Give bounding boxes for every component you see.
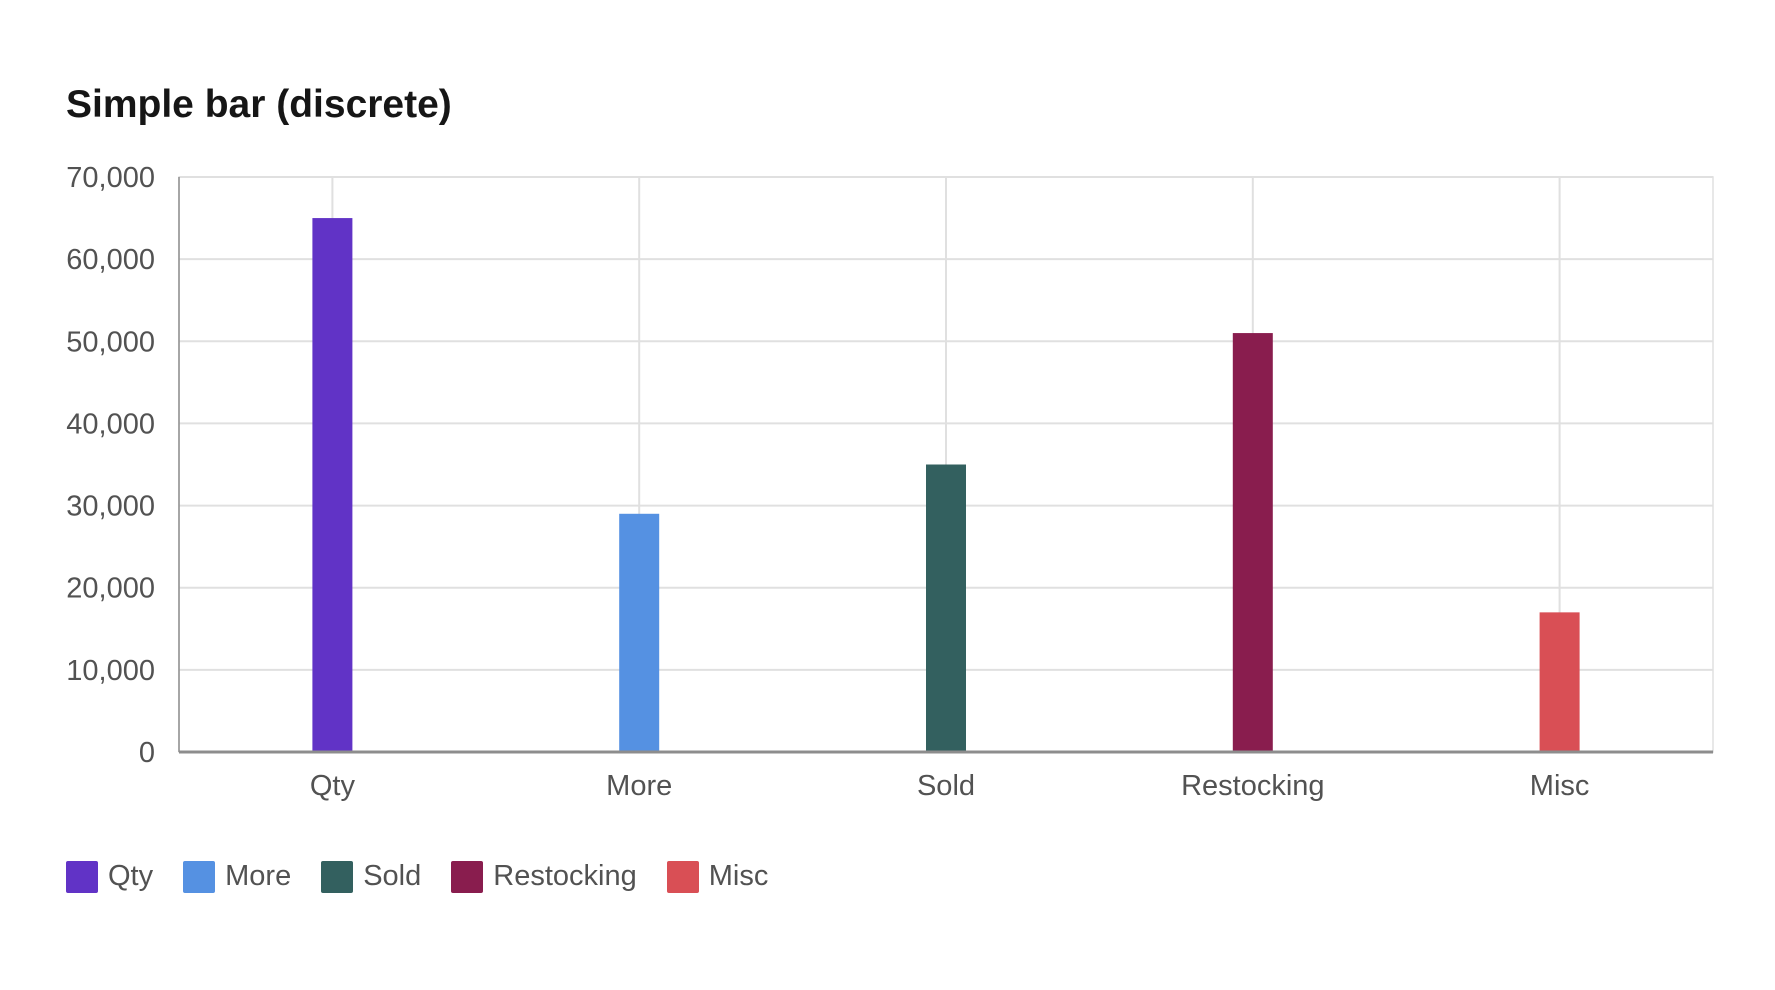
- legend-label: More: [225, 860, 292, 892]
- y-tick-label: 70,000: [66, 162, 155, 194]
- bar-restocking: [1232, 333, 1273, 752]
- x-tick-label: Qty: [310, 770, 356, 802]
- chart-title: Simple bar (discrete): [66, 83, 452, 126]
- legend-item[interactable]: Qty: [66, 860, 153, 893]
- x-tick-label: More: [606, 770, 672, 802]
- y-tick-label: 50,000: [66, 326, 155, 358]
- legend-swatch: [183, 860, 216, 893]
- bar-misc: [1539, 612, 1580, 752]
- legend-label: Restocking: [493, 860, 637, 892]
- y-tick-label: 0: [139, 737, 155, 769]
- bar-more: [619, 513, 660, 752]
- legend-label: Qty: [108, 860, 154, 892]
- y-tick-label: 60,000: [66, 244, 155, 276]
- x-tick-label: Sold: [917, 770, 975, 802]
- legend-swatch: [451, 860, 484, 893]
- legend-label: Sold: [363, 860, 422, 892]
- legend-item[interactable]: Sold: [321, 860, 421, 893]
- y-tick-label: 20,000: [66, 573, 155, 605]
- legend-swatch: [66, 860, 98, 893]
- bar-qty: [312, 218, 353, 753]
- x-tick-label: Restocking: [1181, 770, 1324, 802]
- legend-item[interactable]: Misc: [666, 860, 769, 893]
- legend-label: Misc: [708, 860, 769, 892]
- legend-item[interactable]: More: [183, 860, 291, 893]
- legend-item[interactable]: Restocking: [451, 860, 637, 893]
- bar-sold: [926, 464, 966, 752]
- legend-swatch: [321, 860, 354, 893]
- x-tick-label: Misc: [1530, 770, 1590, 802]
- y-tick-label: 30,000: [66, 491, 155, 523]
- y-tick-label: 40,000: [66, 408, 155, 440]
- legend-swatch: [666, 860, 699, 893]
- y-tick-label: 10,000: [66, 655, 155, 687]
- chart-legend: Qty More Sold Restocking Misc: [66, 860, 798, 893]
